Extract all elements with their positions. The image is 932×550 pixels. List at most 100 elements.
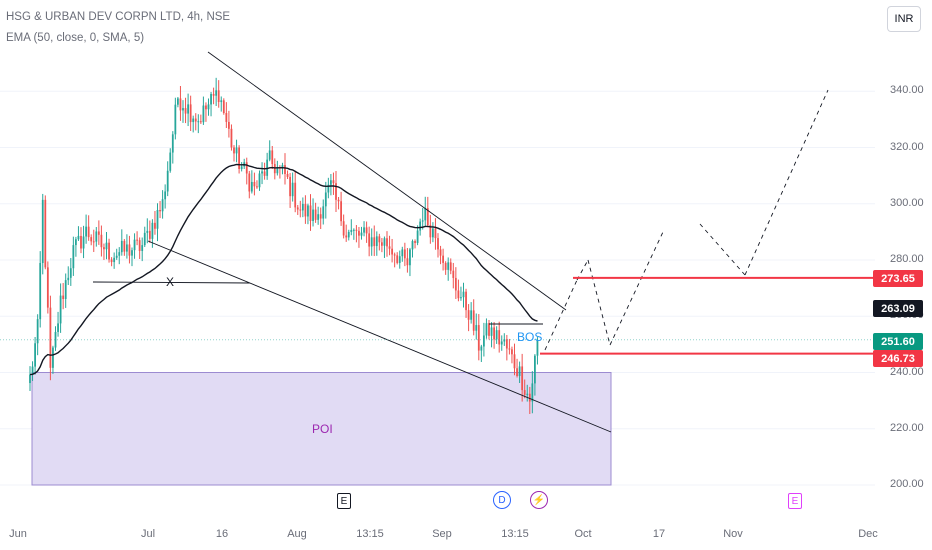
candle-body [29, 374, 31, 384]
candle-body [401, 249, 404, 257]
candle-body [330, 180, 332, 185]
y-tick-label: 340.00 [890, 84, 924, 97]
projection-line [587, 259, 611, 346]
candle-body [301, 203, 304, 211]
candle-body [44, 199, 47, 268]
candle-body [483, 335, 485, 347]
candle-body [189, 104, 192, 123]
candle-body [240, 166, 243, 169]
x-tick-label: Jul [140, 528, 156, 540]
candle-body [64, 280, 67, 299]
projection-line [576, 259, 589, 281]
candle-body [449, 262, 452, 271]
candle-body [528, 393, 531, 402]
candle-body [143, 232, 146, 246]
news-event-marker[interactable]: ⚡ [530, 491, 548, 509]
candles [29, 77, 539, 414]
candle-body [342, 221, 345, 236]
candle-body [378, 236, 381, 243]
candle-body [230, 128, 233, 148]
candle-body [174, 104, 177, 135]
earnings-event-marker[interactable]: E [337, 493, 351, 509]
candle-body [72, 245, 75, 269]
candle-body [156, 210, 159, 229]
candle-body [171, 134, 174, 153]
y-tick-label: 300.00 [890, 196, 924, 209]
candle-body [411, 241, 414, 250]
candle-body [31, 366, 34, 375]
price-label-last: 251.60 [873, 333, 923, 350]
candle-body [108, 242, 110, 260]
candle-body [245, 162, 248, 174]
candle-body [465, 291, 467, 311]
candle-body [335, 183, 337, 200]
candle-body [462, 291, 465, 298]
candle-body [460, 297, 462, 299]
candle-body [307, 205, 309, 217]
candle-body [480, 346, 483, 351]
candle-body [128, 244, 131, 256]
ema-line [29, 163, 538, 376]
candle-body [475, 325, 478, 331]
candle-body [534, 355, 536, 384]
candle-body [39, 262, 42, 320]
candle-body [289, 176, 291, 197]
candle-body [454, 277, 457, 291]
candle-body [467, 310, 470, 320]
candle-body [432, 228, 434, 238]
candle-body [238, 147, 240, 169]
price-label-level: 246.73 [873, 350, 923, 367]
candle-body [360, 232, 363, 236]
candle-body [273, 164, 276, 174]
candle-body [95, 231, 98, 242]
candle-body [115, 255, 118, 258]
candle-body [439, 249, 442, 256]
candle-body [416, 230, 419, 243]
candle-body [250, 181, 253, 192]
candle-body [340, 201, 342, 222]
candle-body [87, 226, 90, 238]
candle-body [396, 255, 399, 263]
candle-body [67, 277, 70, 281]
candle-body [268, 150, 271, 160]
candle-body [373, 237, 376, 247]
candle-body [347, 231, 350, 238]
candle-body [90, 237, 93, 242]
candle-body [92, 241, 95, 243]
y-tick-label: 220.00 [890, 421, 924, 434]
candle-body [309, 205, 312, 221]
upcoming-earnings-marker[interactable]: E [788, 493, 802, 509]
candle-body [228, 121, 230, 129]
candle-body [363, 227, 365, 233]
bos-label: BOS [517, 330, 543, 344]
price-label-level: 273.65 [873, 270, 923, 287]
candle-body [406, 258, 409, 266]
candle-body [472, 310, 475, 331]
currency-button[interactable]: INR [887, 6, 921, 32]
candle-body [263, 171, 266, 176]
candle-body [521, 366, 524, 391]
candle-body [284, 165, 286, 174]
candle-body [126, 244, 128, 252]
x-tick-label: Oct [574, 528, 592, 540]
poi-zone [31, 372, 612, 486]
candle-body [470, 310, 473, 320]
candle-body [523, 390, 526, 395]
candle-body [503, 339, 506, 342]
x-tick-label: Dec [858, 528, 878, 540]
candle-body [370, 237, 373, 247]
candle-body [187, 104, 189, 114]
candle-body [46, 267, 49, 308]
candle-body [498, 330, 501, 345]
candle-body [146, 230, 149, 233]
poi-label: POI [312, 422, 333, 436]
candle-body [388, 246, 391, 249]
dividend-event-marker[interactable]: D [493, 491, 511, 509]
x-tick-label: Nov [723, 528, 743, 540]
candle-body [85, 226, 87, 237]
candle-body [536, 339, 539, 356]
x-tick-label: 17 [652, 528, 666, 540]
candle-body [54, 331, 57, 348]
candle-body [80, 235, 82, 249]
